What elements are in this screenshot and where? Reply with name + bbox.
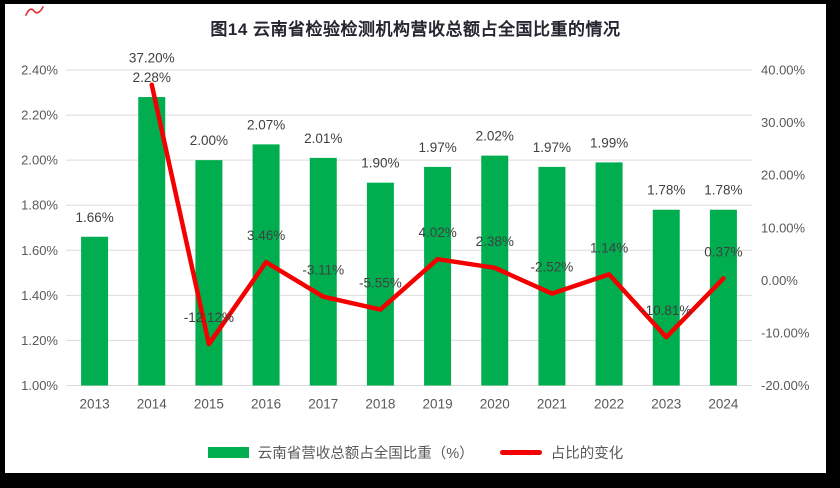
bar-data-label: 2.02% (476, 129, 514, 144)
bar-data-label: 2.01% (304, 131, 342, 146)
bar (366, 182, 394, 386)
bar (138, 97, 166, 386)
legend-label-line-series: 占比的变化 (550, 446, 624, 462)
line-data-label: -3.11% (302, 263, 344, 278)
left-axis-tick-label: 1.40% (21, 288, 58, 303)
x-axis-tick-label: 2014 (137, 397, 168, 412)
line-series-swatch (499, 450, 542, 455)
x-axis-tick-label: 2017 (308, 397, 338, 412)
line-data-label: 4.02% (418, 225, 456, 240)
legend-item-bar-series: 云南省营收总额占全国比重（%） (207, 442, 474, 463)
line-data-label: -5.55% (359, 276, 402, 291)
bar (652, 209, 680, 386)
line-data-label: 1.14% (590, 240, 628, 255)
right-axis-tick-label: 40.00% (761, 63, 806, 78)
bar-data-label: 1.78% (704, 183, 742, 198)
legend-item-line-series: 占比的变化 (499, 442, 624, 463)
bar-data-label: 1.90% (361, 156, 399, 171)
bar (538, 166, 566, 386)
right-axis-tick-label: 30.00% (761, 115, 806, 130)
x-axis-tick-label: 2013 (80, 397, 110, 412)
bar-data-label: 1.97% (533, 140, 571, 155)
line-data-label: 3.46% (247, 228, 285, 243)
x-axis-tick-label: 2015 (194, 397, 224, 412)
x-axis-tick-label: 2023 (651, 397, 681, 412)
left-axis-tick-label: 2.00% (21, 153, 58, 168)
bar-data-label: 1.66% (75, 210, 113, 225)
bar-data-label: 2.00% (190, 133, 228, 148)
right-axis-tick-label: 20.00% (761, 168, 806, 183)
line-data-label: -10.81% (641, 303, 691, 318)
bar (195, 160, 223, 386)
red-squiggle-mark (25, 6, 44, 16)
left-axis-tick-label: 1.80% (21, 198, 58, 213)
combo-chart: 2.40% 2.20% 2.00% 1.80% 1.60% 1.40% 1.20% 1.00%… (21, 51, 810, 412)
line-data-label: 0.37% (704, 244, 742, 259)
bar-data-label: 1.97% (418, 140, 456, 155)
right-axis-tick-label: -20.00% (761, 378, 810, 393)
bar (309, 157, 337, 386)
right-axis-tick-label: 10.00% (761, 220, 806, 235)
chart-title: 图14 云南省检验检测机构营收总额占全国比重的情况 (210, 20, 621, 39)
bar-data-label: 2.07% (247, 117, 285, 132)
line-data-label: 37.20% (129, 51, 175, 66)
bar-series-swatch (207, 447, 249, 458)
x-axis-tick-label: 2022 (594, 397, 624, 412)
bar-data-label: 1.78% (647, 183, 685, 198)
line-data-label: 2.38% (476, 234, 514, 249)
left-axis-tick-label: 1.00% (21, 378, 58, 393)
left-axis-tick-label: 1.60% (21, 243, 58, 258)
line-data-label: -12.12% (184, 310, 234, 325)
x-axis-tick-label: 2016 (251, 397, 281, 412)
x-axis-tick-label: 2024 (708, 397, 739, 412)
left-axis-tick-label: 1.20% (21, 333, 58, 348)
bar-data-label: 2.28% (133, 70, 171, 85)
x-axis-tick-label: 2019 (423, 397, 453, 412)
line-data-label: -2.52% (531, 260, 574, 275)
x-axis-tick-label: 2021 (537, 397, 567, 412)
bar (424, 166, 452, 386)
right-axis-tick-label: -10.00% (761, 325, 810, 340)
x-axis-tick-label: 2020 (480, 397, 510, 412)
bar (81, 236, 109, 386)
line-series (149, 82, 726, 347)
legend: 云南省营收总额占全国比重（%） 占比的变化 (5, 442, 826, 463)
x-axis-tick-label: 2018 (365, 397, 395, 412)
bar-data-label: 1.99% (590, 135, 628, 150)
right-axis-tick-label: 0.00% (761, 273, 798, 288)
bar (709, 209, 737, 386)
left-axis-tick-label: 2.40% (21, 63, 58, 78)
left-axis-tick-label: 2.20% (21, 108, 58, 123)
legend-label-bar-series: 云南省营收总额占全国比重（%） (257, 446, 474, 462)
